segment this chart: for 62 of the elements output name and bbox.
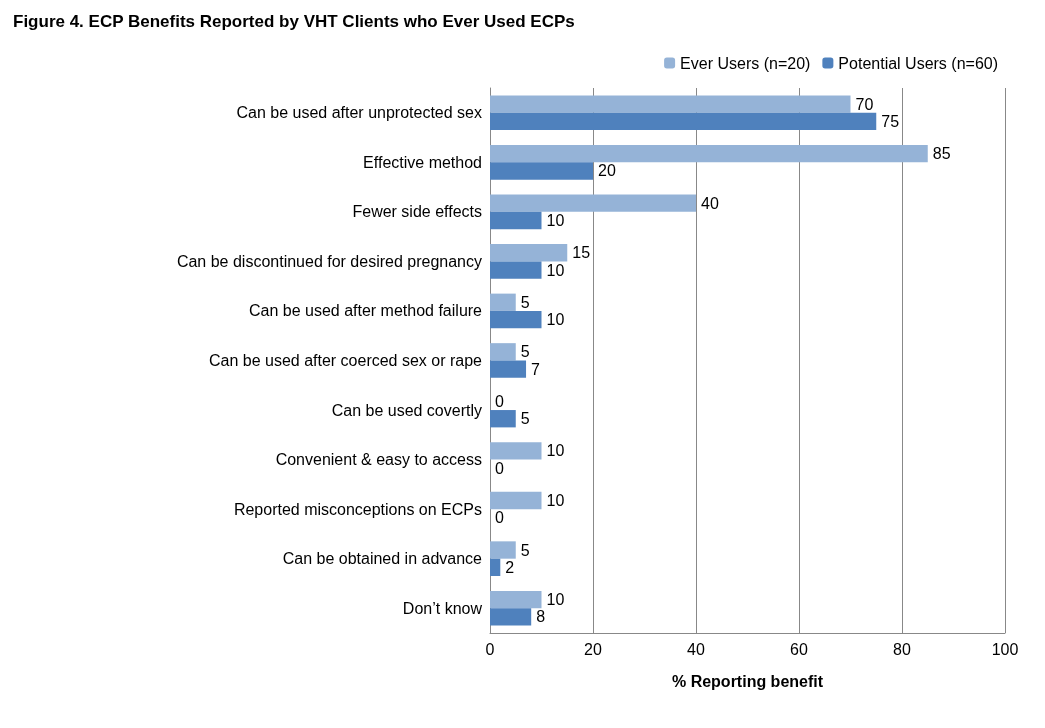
x-tick-label: 0: [485, 640, 495, 658]
x-tick-label: 60: [790, 640, 808, 658]
y-tick-label: Fewer side effects: [352, 203, 482, 221]
y-tick-label: Can be discontinued for desired pregnancy: [176, 252, 482, 270]
bar: [490, 293, 516, 311]
bar: [490, 608, 532, 626]
bar: [490, 144, 928, 163]
data-label: 85: [932, 145, 951, 163]
data-label: 5: [520, 343, 530, 361]
bar: [490, 95, 851, 113]
bar: [490, 491, 542, 510]
bar: [490, 541, 516, 559]
data-label: 10: [546, 212, 565, 230]
data-label: 10: [546, 261, 565, 279]
data-label: 40: [701, 194, 719, 212]
bar: [490, 261, 542, 279]
bar: [490, 244, 568, 262]
y-tick-label: Can be used after unprotected sex: [236, 104, 482, 122]
x-tick-label: 100: [991, 640, 1019, 658]
data-label: 10: [546, 442, 565, 460]
legend-label: Ever Users (n=20): [680, 54, 811, 72]
x-tick-label: 80: [893, 640, 911, 658]
data-label: 15: [572, 244, 591, 262]
bar: [490, 360, 527, 378]
y-tick-label: Can be used after method failure: [248, 302, 483, 320]
y-tick-label: Reported misconceptions on ECPs: [233, 500, 482, 518]
y-tick-label: Can be used covertly: [331, 401, 482, 419]
y-tick-label: Convenient & easy to access: [275, 451, 482, 469]
data-label: 7: [531, 360, 541, 378]
bar: [490, 410, 516, 428]
y-tick-label: Effective method: [363, 153, 482, 171]
data-label: 5: [520, 410, 530, 428]
bar: [490, 310, 542, 329]
bar: [490, 558, 501, 577]
data-label: 5: [520, 293, 530, 311]
bar: [490, 194, 696, 212]
x-tick-label: 40: [687, 640, 705, 658]
data-label: 70: [855, 95, 874, 113]
data-label: 0: [495, 509, 504, 527]
legend-label: Potential Users (n=60): [838, 54, 999, 72]
y-tick-label: Can be used after coerced sex or rape: [208, 352, 483, 369]
data-label: 0: [495, 459, 504, 477]
data-label: 2: [505, 558, 515, 576]
data-label: 10: [546, 591, 565, 609]
data-label: 10: [546, 311, 565, 329]
data-label: 75: [881, 112, 900, 130]
y-tick-label: Can be obtained in advance: [282, 550, 483, 568]
y-tick-label: Don’t know: [402, 599, 483, 617]
bar: [490, 590, 542, 609]
bar: [490, 112, 877, 131]
x-axis-title: % Reporting benefit: [671, 672, 824, 690]
bar: [490, 211, 542, 230]
text: Figure 4. ECP Benefits Reported by VHT Clients who Ever Used ECPs: [13, 12, 575, 31]
data-label: 5: [520, 541, 530, 559]
data-label: 8: [536, 608, 546, 626]
x-tick-label: 20: [584, 640, 602, 658]
bar: [490, 343, 516, 361]
data-label: 10: [546, 491, 565, 509]
bar: [490, 442, 542, 460]
data-label: 0: [495, 392, 504, 410]
bar: [490, 162, 593, 180]
data-label: 20: [598, 162, 616, 180]
